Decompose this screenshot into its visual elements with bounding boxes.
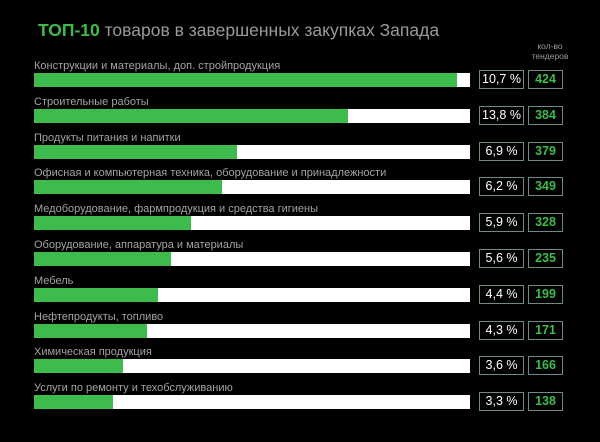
bar-track — [34, 144, 470, 159]
bar-track — [34, 287, 470, 302]
category-label: Услуги по ремонту и техобслуживанию — [34, 382, 233, 395]
bar-track — [34, 180, 470, 195]
tender-count-label: 424 — [528, 70, 563, 89]
bar — [34, 323, 148, 338]
share-value-label: 13,8 % — [479, 105, 524, 125]
chart-row: Продукты питания и напитки 6,9 % 379 — [0, 132, 600, 170]
category-label: Продукты питания и напитки — [34, 131, 181, 144]
category-label: Медоборудование, фармпродукция и средств… — [34, 203, 319, 216]
share-value-label: 4,3 % — [479, 320, 524, 340]
bar-track — [34, 108, 470, 123]
bar-track — [34, 252, 470, 266]
category-label: Нефтепродукты, топливо — [34, 310, 164, 323]
category-label: Строительные работы — [34, 95, 149, 108]
tender-count-label: 328 — [528, 213, 563, 233]
chart-row: Конструкции и материалы, доп. стройпроду… — [0, 60, 600, 98]
bar — [34, 287, 159, 302]
tender-count-label: 384 — [528, 105, 563, 125]
bar-track — [34, 359, 470, 374]
category-label: Мебель — [34, 274, 74, 287]
bar — [34, 252, 172, 266]
chart-row: Офисная и компьютерная техника, оборудов… — [0, 167, 600, 205]
bar — [34, 180, 222, 195]
category-label: Конструкции и материалы, доп. стройпроду… — [34, 60, 281, 72]
bar — [34, 359, 124, 374]
chart-row: Строительные работы 13,8 % 384 — [0, 96, 600, 134]
chart-row: Нефтепродукты, топливо 4,3 % 171 — [0, 311, 600, 349]
bar-track — [34, 395, 470, 410]
tender-count-label: 138 — [528, 392, 563, 412]
tender-count-label: 379 — [528, 141, 563, 161]
category-label: Химическая продукция — [34, 346, 152, 359]
count-column-header: кол-во тендеров — [531, 41, 569, 61]
share-value-label: 3,3 % — [479, 392, 524, 412]
bar — [34, 144, 237, 159]
share-value-label: 5,9 % — [479, 213, 524, 233]
bar — [34, 73, 457, 87]
bar-track — [34, 216, 470, 231]
share-value-label: 4,4 % — [479, 284, 524, 304]
chart-row: Услуги по ремонту и техобслуживанию 3,3 %… — [0, 382, 600, 420]
chart-title-highlight: ТОП-10 — [38, 20, 100, 40]
tender-count-label: 171 — [528, 320, 563, 340]
share-value-label: 3,6 % — [479, 356, 524, 376]
chart-row: Оборудование, аппаратура и материалы 5,6 … — [0, 239, 600, 277]
share-value-label: 5,6 % — [479, 249, 524, 268]
tender-count-label: 166 — [528, 356, 563, 376]
bar-track — [34, 73, 470, 87]
bar — [34, 216, 191, 231]
chart-title-rest: товаров в завершенных закупках Запада — [99, 20, 440, 40]
tender-count-label: 349 — [528, 177, 563, 197]
tender-count-label: 235 — [528, 249, 563, 268]
share-value-label: 6,2 % — [479, 177, 524, 197]
chart-row: Мебель 4,4 % 199 — [0, 275, 600, 313]
share-value-label: 6,9 % — [479, 141, 524, 161]
chart-title: ТОП-10 товаров в завершенных закупках За… — [38, 20, 439, 41]
chart-row: Медоборудование, фармпродукция и средств… — [0, 203, 600, 241]
bar — [34, 395, 113, 410]
tender-count-label: 199 — [528, 284, 563, 304]
share-value-label: 10,7 % — [479, 70, 524, 89]
bar-track — [34, 323, 470, 338]
category-label: Офисная и компьютерная техника, оборудов… — [34, 167, 387, 180]
category-label: Оборудование, аппаратура и материалы — [34, 239, 244, 251]
bar — [34, 108, 348, 123]
chart-row: Химическая продукция 3,6 % 166 — [0, 346, 600, 384]
